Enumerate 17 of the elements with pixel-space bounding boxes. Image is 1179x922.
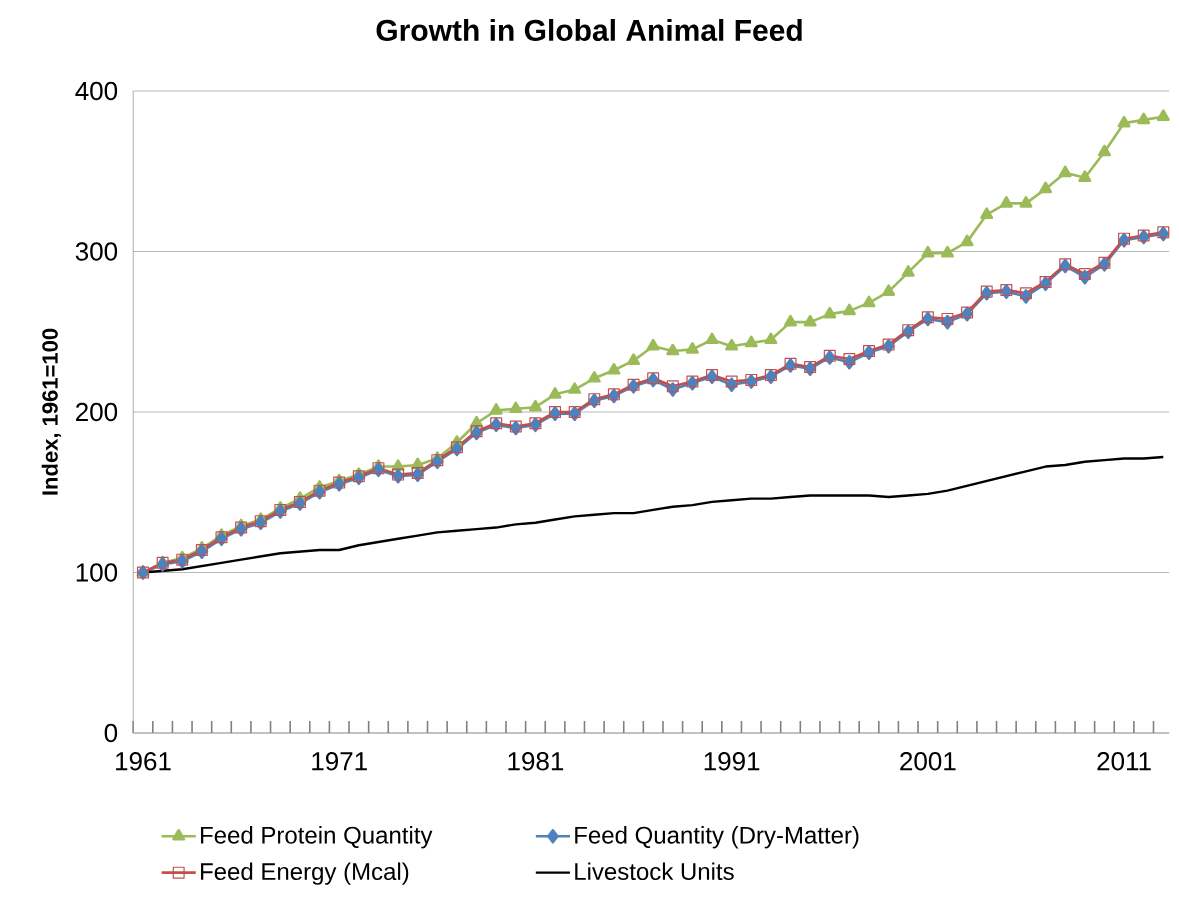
y-tick-label: 0: [104, 723, 118, 743]
x-tick-label: 1971: [312, 752, 367, 771]
legend-label: Livestock Units: [575, 862, 734, 881]
chart-title: Growth in Global Animal Feed: [376, 18, 802, 41]
y-tick-label: 300: [75, 242, 118, 261]
x-tick-label: 1991: [704, 752, 760, 771]
x-tick-label: 2001: [900, 752, 956, 771]
y-tick-label: 200: [76, 402, 118, 422]
x-tick-label: 1981: [508, 752, 564, 771]
x-tick-label: 2011: [1097, 752, 1151, 771]
legend-label: Feed Protein Quantity: [201, 826, 433, 849]
legend-label: Feed Quantity (Dry-Matter): [575, 826, 859, 849]
y-axis-title: Index, 1961=100: [41, 328, 62, 495]
y-tick-label: 100: [76, 563, 118, 582]
legend-label: Feed Energy (Mcal): [201, 862, 409, 885]
x-tick-label: 1961: [116, 752, 171, 771]
y-tick-label: 400: [75, 81, 118, 101]
